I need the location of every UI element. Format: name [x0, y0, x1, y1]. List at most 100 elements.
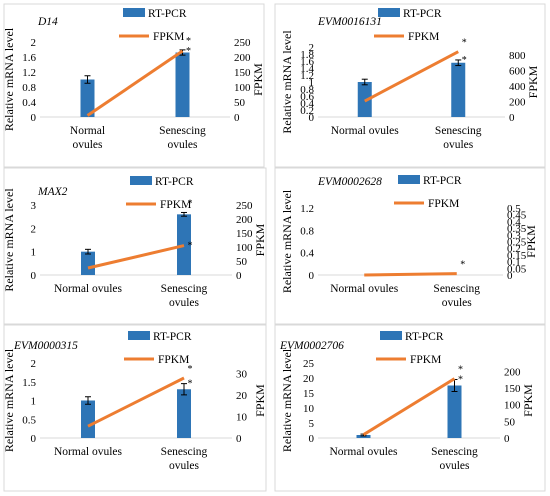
y2-tick-label: 150: [236, 228, 253, 240]
panel-frame: [3, 324, 267, 492]
legend-label-rtpcr: RT-PCR: [155, 176, 194, 188]
y2-tick-label: 0: [504, 433, 510, 445]
bar-rtpcr: [447, 385, 462, 438]
y2-tick-label: 200: [236, 214, 253, 226]
y2-axis-title: FPKM: [524, 225, 538, 258]
y2-axis-title: FPKM: [521, 384, 535, 417]
legend-label-fpkm: FPKM: [158, 354, 189, 366]
y-tick-label: 0.8: [300, 84, 314, 96]
y-tick-label: 0: [309, 112, 315, 124]
gene-title: EVM0002706: [279, 340, 344, 352]
chart-panel-5: EVM0000315RT-PCRFPKM00.511.520102030Rela…: [2, 324, 267, 492]
y-tick-label: 0.5: [22, 414, 36, 426]
y-tick-label: 1.2: [22, 67, 36, 79]
y2-tick-label: 0.35: [507, 223, 527, 235]
y2-tick-label: 0: [236, 433, 242, 445]
legend-label-fpkm: FPKM: [160, 199, 191, 211]
significance-star: *: [458, 365, 463, 376]
y-tick-label: 0.8: [22, 82, 36, 94]
y2-tick-label: 0.05: [507, 263, 527, 275]
panel-frame: [274, 167, 546, 325]
line-fpkm: [86, 49, 184, 117]
y-axis-title: Relative mRNA level: [280, 30, 294, 134]
significance-star: *: [458, 375, 463, 386]
y2-tick-label: 200: [504, 366, 521, 378]
y-tick-label: 0: [31, 433, 37, 445]
legend-swatch-rtpcr: [130, 176, 152, 185]
x-category-label: Senescing: [161, 446, 208, 458]
gene-title: EVM0002628: [317, 176, 382, 188]
y2-tick-label: 0.15: [507, 250, 527, 262]
y2-tick-label: 0.3: [507, 230, 521, 242]
y-tick-label: 1: [31, 247, 37, 259]
y-tick-label: 1.6: [22, 52, 36, 64]
x-category-label: ovules: [167, 139, 198, 151]
y2-tick-label: 150: [234, 67, 251, 79]
significance-star: *: [460, 260, 465, 271]
y-tick-label: 0: [309, 433, 315, 445]
y-tick-label: 1: [309, 77, 315, 89]
y2-tick-label: 800: [509, 50, 526, 62]
y2-tick-label: 150: [504, 383, 521, 395]
y-tick-label: 0.6: [300, 91, 314, 103]
legend-swatch-rtpcr: [128, 331, 150, 340]
y-axis-title: Relative mRNA level: [280, 189, 294, 293]
significance-star: *: [462, 38, 467, 49]
y-tick-label: 2: [309, 42, 315, 54]
gene-title: EVM0016131: [317, 16, 382, 28]
y-tick-label: 1.6: [300, 56, 314, 68]
significance-star: *: [188, 241, 193, 252]
y2-axis-title: FPKM: [253, 223, 267, 256]
legend-label-fpkm: FPKM: [428, 198, 459, 210]
y2-tick-label: 0.25: [507, 237, 527, 249]
y2-tick-label: 0: [234, 112, 240, 124]
x-category-label: Senescing: [161, 283, 208, 295]
x-category-label: ovules: [169, 297, 200, 309]
y-tick-label: 1.2: [300, 203, 314, 215]
y2-tick-label: 0.4: [507, 216, 521, 228]
significance-star: *: [186, 46, 191, 57]
y2-tick-label: 0: [236, 270, 242, 282]
bar-rtpcr: [175, 52, 190, 117]
y2-tick-label: 50: [236, 256, 248, 268]
chart-panel-4: EVM0002628 RT-PCRFPKM00.40.81.200.050.10.…: [274, 167, 546, 325]
gene-title: EVM0000315: [13, 340, 78, 352]
line-fpkm: [87, 376, 185, 428]
y-tick-label: 2: [31, 358, 37, 370]
y2-tick-label: 50: [504, 416, 516, 428]
y2-tick-label: 0: [509, 112, 515, 124]
significance-star: *: [462, 55, 467, 66]
x-category-label: Normal ovules: [331, 125, 400, 137]
chart-panel-2: EVM0016131RT-PCRFPKM00.20.40.60.811.21.4…: [274, 3, 546, 168]
y2-tick-label: 200: [234, 52, 251, 64]
x-category-label: Normal ovules: [329, 446, 398, 458]
y-tick-label: 15: [303, 388, 315, 400]
x-category-label: Senescing: [431, 446, 478, 458]
x-category-label: Senescing: [159, 125, 206, 137]
legend-swatch-rtpcr: [378, 8, 400, 17]
bar-rtpcr: [356, 435, 371, 438]
y-tick-label: 1.4: [300, 63, 314, 75]
y-tick-label: 0: [309, 270, 315, 282]
y-tick-label: 0.4: [300, 248, 314, 260]
legend-label-fpkm: FPKM: [408, 31, 439, 43]
y2-axis-title: FPKM: [526, 65, 540, 98]
legend-label-rtpcr: RT-PCR: [148, 8, 187, 20]
x-category-label: Senescing: [433, 283, 480, 295]
chart-panel-1: D14 RT-PCR FPKM 0 0.4 0.8 1.2 1.6 2 0 50 100 150 200 2…: [2, 3, 265, 168]
y2-tick-label: 100: [504, 400, 521, 412]
panel-frame: [3, 167, 267, 325]
y-axis-title: Relative mRNA level: [280, 348, 294, 452]
y2-tick-label: 0.45: [507, 210, 527, 222]
line-fpkm: [364, 272, 457, 277]
line-fpkm: [364, 50, 459, 103]
line-fpkm: [362, 377, 456, 436]
chart-panel-6: EVM0002706 RT-PCR FPKM 0 5 10 15 20 25 0 50 100 150 2…: [274, 324, 546, 492]
y-axis-title: Relative mRNA level: [2, 348, 16, 452]
panel-frame: [274, 3, 546, 168]
y2-tick-label: 200: [509, 96, 526, 108]
y2-tick-label: 0.5: [507, 203, 521, 215]
x-category-label: Normal: [70, 125, 105, 137]
x-category-label: ovules: [442, 297, 473, 309]
